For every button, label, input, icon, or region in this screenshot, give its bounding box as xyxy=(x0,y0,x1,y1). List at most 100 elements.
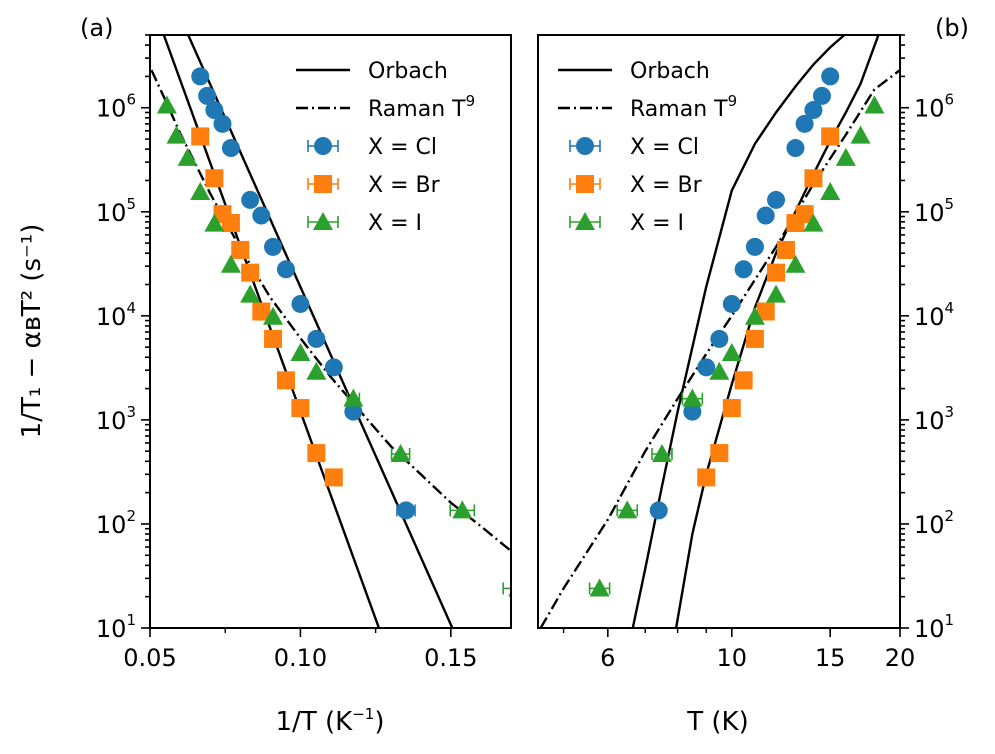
x-tick-label: 0.15 xyxy=(424,644,477,672)
point-x-br xyxy=(745,329,764,348)
legend-raman-t-label: Raman T9 xyxy=(630,92,737,122)
panel-b-xlabel: T (K) xyxy=(686,707,748,737)
legend-x-br-label: X = Br xyxy=(630,173,703,198)
point-x-cl xyxy=(745,237,764,256)
point-x-i xyxy=(709,361,730,380)
legend-orbach-label: Orbach xyxy=(630,59,710,84)
point-x-i xyxy=(220,254,241,273)
point-x-cl xyxy=(276,260,295,279)
point-x-i xyxy=(306,361,327,380)
point-x-i xyxy=(744,306,765,325)
point-x-br xyxy=(767,263,786,282)
point-x-cl xyxy=(812,86,831,105)
panel-a: 101 102 103 104 105 106 0.05 0.10 0.15 Orbach Ram… xyxy=(17,14,512,737)
legend-x-cl-label: X = Cl xyxy=(368,135,437,160)
point-x-cl xyxy=(205,101,224,120)
point-x-br xyxy=(734,371,753,390)
x-tick-label: 0.10 xyxy=(274,644,327,672)
panel-b-ticks: 101 102 103 104 105 106 6 10 15 20 xyxy=(562,34,954,672)
point-x-br xyxy=(221,214,240,233)
point-x-br xyxy=(786,214,805,233)
point-x-br xyxy=(205,169,224,188)
y-tick-label: 101 xyxy=(914,611,954,643)
legend-x-br-label: X = Br xyxy=(368,173,441,198)
point-x-i xyxy=(617,500,638,519)
point-x-cl xyxy=(756,206,775,225)
point-x-cl xyxy=(307,329,326,348)
legend-raman-t-label: Raman T9 xyxy=(368,92,475,122)
legend-x-i-label: X = I xyxy=(630,211,684,236)
point-x-cl xyxy=(795,114,814,133)
legend-x-i-label: X = I xyxy=(368,211,422,236)
panel-b-legend: Orbach Raman T9 X = Cl X = Br X = I xyxy=(558,59,737,236)
point-x-i xyxy=(204,213,225,232)
point-x-cl xyxy=(697,358,716,377)
fit-line-raman-t9 xyxy=(150,69,511,552)
point-x-cl xyxy=(191,67,210,86)
panel-b-label: (b) xyxy=(935,14,969,42)
fit-line-orbach-br-i- xyxy=(674,35,880,628)
fit-line-orbach-cl- xyxy=(631,35,846,628)
point-x-i xyxy=(452,500,473,519)
fit-line-raman-t9 xyxy=(539,69,900,628)
point-x-cl xyxy=(649,501,668,520)
x-tick-label: 0.05 xyxy=(123,644,176,672)
point-x-i xyxy=(820,181,841,200)
point-x-cl xyxy=(241,190,260,209)
legend-orbach-label: Orbach xyxy=(368,59,448,84)
legend-x-i-swatch xyxy=(575,212,595,230)
point-x-i xyxy=(651,444,672,463)
point-x-i xyxy=(190,181,211,200)
y-tick-label: 101 xyxy=(96,611,136,643)
x-tick-label: 10 xyxy=(717,644,748,672)
point-x-cl xyxy=(710,329,729,348)
point-x-i xyxy=(177,147,198,166)
point-x-br xyxy=(191,127,210,146)
point-x-br xyxy=(252,302,271,321)
point-x-cl xyxy=(683,402,702,421)
point-x-br xyxy=(821,127,840,146)
panel-b-data-points xyxy=(588,67,885,597)
point-x-br xyxy=(264,329,283,348)
y-tick-label: 105 xyxy=(914,195,954,227)
point-x-i xyxy=(166,125,187,144)
point-x-cl xyxy=(804,101,823,120)
y-tick-label: 102 xyxy=(96,507,136,539)
point-x-br xyxy=(804,169,823,188)
panel-a-ticks: 101 102 103 104 105 106 0.05 0.10 0.15 xyxy=(96,34,478,672)
panel-a-frame xyxy=(149,34,512,629)
point-x-i xyxy=(785,254,806,273)
point-x-br xyxy=(722,399,741,418)
point-x-cl xyxy=(324,358,343,377)
point-x-cl xyxy=(291,294,310,313)
point-x-cl xyxy=(213,114,232,133)
point-x-i xyxy=(290,342,311,361)
panel-b: 101 102 103 104 105 106 6 10 15 20 Orbach Raman T9… xyxy=(537,14,969,737)
point-x-cl xyxy=(264,237,283,256)
y-tick-label: 103 xyxy=(914,403,954,435)
y-tick-label: 102 xyxy=(914,507,954,539)
legend-x-cl-swatch xyxy=(576,137,594,155)
point-x-i xyxy=(850,125,871,144)
panel-a-ylabel: 1/T₁ − αʙT² (s⁻¹) xyxy=(17,224,47,439)
y-tick-label: 104 xyxy=(914,299,954,331)
point-x-cl xyxy=(344,402,363,421)
y-tick-label: 104 xyxy=(96,299,136,331)
legend-x-br-swatch xyxy=(576,175,594,193)
legend-x-cl-label: X = Cl xyxy=(630,135,699,160)
point-x-i xyxy=(156,95,177,114)
point-x-br xyxy=(776,240,795,259)
point-x-br xyxy=(697,468,716,487)
panel-a-fit-lines xyxy=(150,35,511,628)
point-x-cl xyxy=(221,139,240,158)
point-x-br xyxy=(307,444,326,463)
legend-x-i-swatch xyxy=(313,212,333,230)
x-tick-label: 20 xyxy=(885,644,916,672)
point-x-br xyxy=(231,240,250,259)
point-x-i xyxy=(390,444,411,463)
point-x-i xyxy=(682,388,703,407)
point-x-br xyxy=(291,399,310,418)
point-x-i xyxy=(835,147,856,166)
panel-a-legend: Orbach Raman T9 X = Cl X = Br X = I xyxy=(296,59,475,236)
